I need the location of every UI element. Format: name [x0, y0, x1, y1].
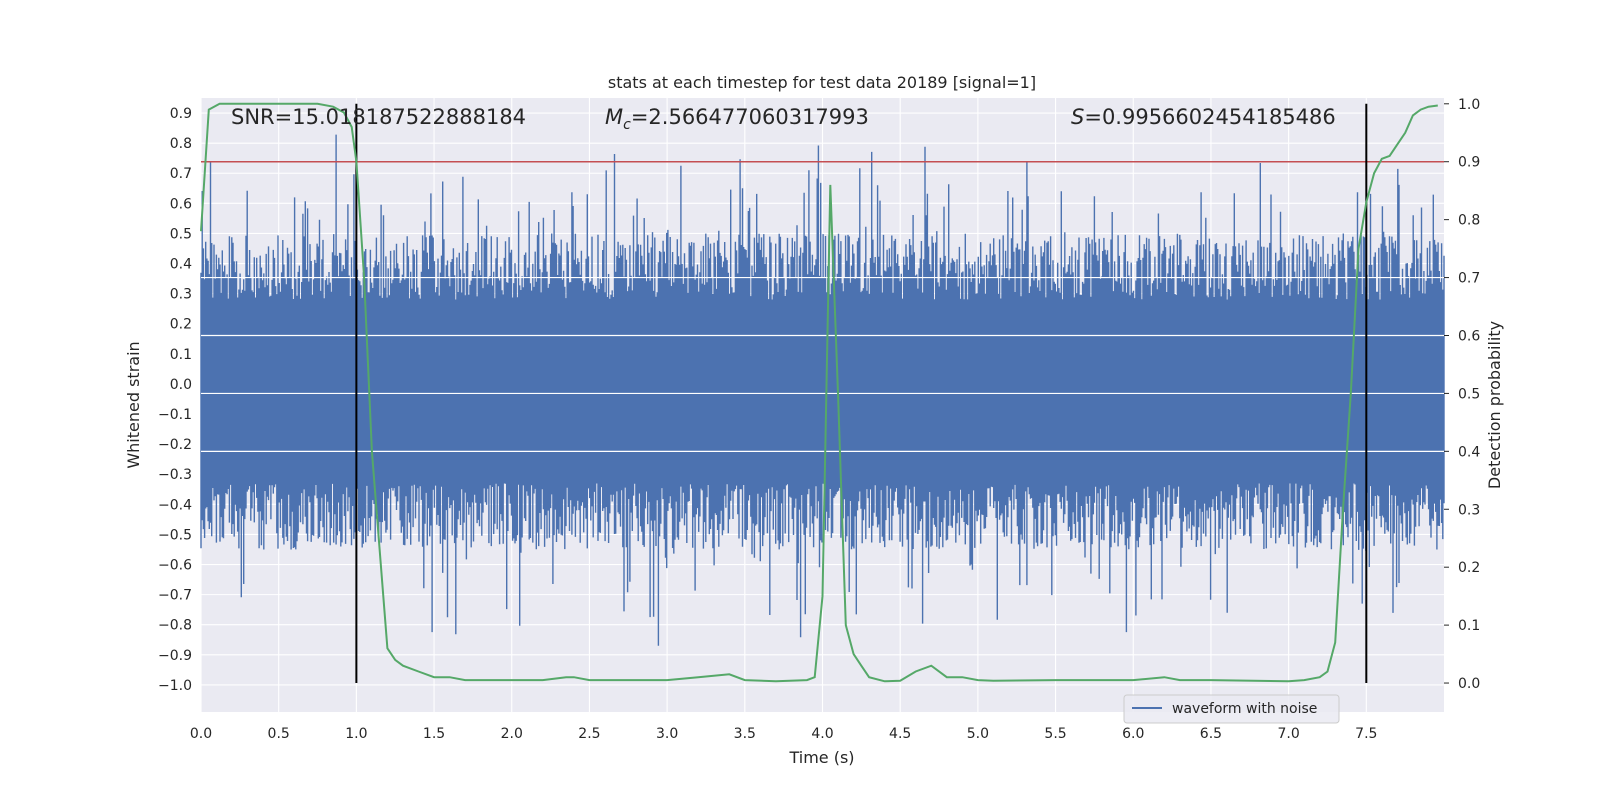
s-annotation: S=0.9956602454185486 [1071, 105, 1336, 129]
chart-title: stats at each timestep for test data 201… [608, 73, 1036, 92]
y-right-tick-label: 0.5 [1458, 386, 1480, 402]
y-left-tick-label: −0.1 [158, 407, 192, 423]
y-left-tick-label: 0.7 [170, 166, 192, 182]
y-left-tick-label: 0.8 [170, 136, 192, 152]
chirp-mass-symbol: M [605, 105, 623, 129]
y-left-tick-label: −0.8 [158, 618, 192, 634]
chirp-mass-subscript: c [623, 117, 631, 133]
y-right-tick-label: 0.9 [1458, 155, 1480, 171]
y-left-tick-label: −0.6 [158, 558, 192, 574]
y-right-tick-label: 0.7 [1458, 271, 1480, 287]
probability-line [200, 102, 1438, 683]
x-tick-label: 4.5 [889, 726, 911, 742]
x-tick-label: 1.5 [423, 726, 445, 742]
y-left-tick-label: −0.5 [158, 527, 192, 543]
y-left-tick-label: 0.2 [170, 317, 192, 333]
y-left-tick-label: 0.0 [170, 377, 192, 393]
strain-series [200, 134, 1445, 646]
y-right-tick-label: 0.8 [1458, 213, 1480, 229]
overlay-lines [200, 102, 1444, 684]
y-left-tick-label: 0.5 [170, 226, 192, 242]
y-right-tick-labels: 0.0 0.1 0.2 0.3 0.4 0.5 0.6 0.7 0.8 0.9 1.0 [1444, 97, 1480, 692]
x-tick-label: 6.0 [1122, 726, 1144, 742]
y-left-axis-label: Whitened strain [124, 341, 143, 468]
y-left-tick-label: −0.2 [158, 437, 192, 453]
y-right-tick-label: 0.2 [1458, 560, 1480, 576]
chirp-mass-annotation: Mc=2.566477060317993 [605, 105, 869, 133]
y-left-tick-label: 0.1 [170, 347, 192, 363]
y-right-tick-label: 0.1 [1458, 618, 1480, 634]
y-left-tick-label: −1.0 [158, 678, 192, 694]
x-tick-label: 2.5 [578, 726, 600, 742]
x-tick-label: 3.5 [734, 726, 756, 742]
y-right-tick-label: 0.0 [1458, 676, 1480, 692]
y-left-tick-label: −0.9 [158, 648, 192, 664]
chirp-mass-value: =2.566477060317993 [631, 105, 869, 129]
y-right-tick-label: 0.6 [1458, 328, 1480, 344]
y-left-tick-label: −0.3 [158, 467, 192, 483]
s-symbol: S [1071, 105, 1084, 129]
x-tick-labels: 0.0 0.5 1.0 1.5 2.0 2.5 3.0 3.5 4.0 4.5 5.0 5.5 6.0 6… [190, 726, 1378, 742]
y-right-axis-label: Detection probability [1485, 321, 1504, 489]
x-tick-label: 2.0 [501, 726, 523, 742]
x-tick-label: 1.0 [345, 726, 367, 742]
y-left-tick-label: 0.9 [170, 106, 192, 122]
y-left-tick-labels: −1.0 −0.9 −0.8 −0.7 −0.6 −0.5 −0.4 −0.3 −0.2 −0.1… [158, 106, 192, 694]
y-left-tick-label: 0.4 [170, 257, 192, 273]
x-tick-label: 0.0 [190, 726, 212, 742]
y-right-tick-label: 0.4 [1458, 444, 1480, 460]
x-tick-label: 7.0 [1277, 726, 1299, 742]
x-tick-label: 5.0 [967, 726, 989, 742]
snr-annotation: SNR=15.018187522888184 [231, 105, 526, 129]
x-tick-label: 3.0 [656, 726, 678, 742]
x-tick-label: 7.5 [1355, 726, 1377, 742]
legend-box [1123, 694, 1340, 724]
y-left-tick-label: −0.7 [158, 588, 192, 604]
y-left-tick-label: 0.6 [170, 196, 192, 212]
legend: waveform with noise [1123, 694, 1340, 724]
y-right-tick-label: 0.3 [1458, 502, 1480, 518]
x-tick-label: 0.5 [268, 726, 290, 742]
s-value: =0.9956602454185486 [1084, 105, 1335, 129]
y-left-tick-label: −0.4 [158, 497, 192, 513]
x-axis-label: Time (s) [788, 748, 854, 767]
x-tick-label: 6.5 [1200, 726, 1222, 742]
y-left-tick-label: 0.3 [170, 287, 192, 303]
x-tick-label: 4.0 [811, 726, 833, 742]
x-tick-label: 5.5 [1044, 726, 1066, 742]
legend-label: waveform with noise [1172, 701, 1317, 717]
y-right-tick-label: 1.0 [1458, 97, 1480, 113]
